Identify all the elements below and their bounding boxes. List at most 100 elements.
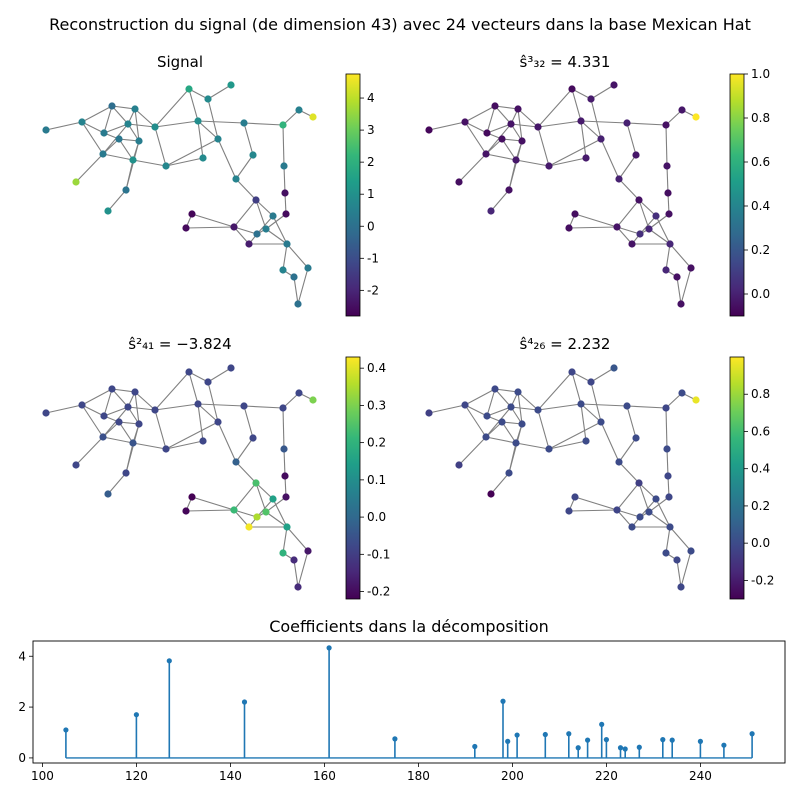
graph-edge bbox=[185, 509, 235, 512]
graph-node-n12 bbox=[279, 121, 287, 129]
graph-node-n41 bbox=[304, 264, 312, 272]
graph-node-n23 bbox=[249, 434, 257, 442]
graph-edge bbox=[111, 388, 129, 408]
graph-node-n14 bbox=[518, 137, 526, 145]
graph-edge bbox=[486, 123, 512, 134]
stem-marker bbox=[599, 721, 605, 727]
graph-edge bbox=[485, 138, 503, 155]
graph-panel-s26: ŝ⁴₂₆ = 2.232 -0.2 0.0 0.2 0.4 0.6 0.8 bbox=[425, 335, 774, 600]
graph-edge bbox=[45, 121, 83, 131]
stem-panel: Coefficients dans la décomposition 100 12… bbox=[18, 617, 786, 783]
colorbar-tick-label: 0.0 bbox=[751, 287, 770, 301]
stem-marker bbox=[514, 732, 520, 738]
graph-panel-signal: Signal -2 -1 0 1 2 3 4 bbox=[42, 53, 379, 317]
graph-edge bbox=[134, 108, 156, 128]
stem-marker bbox=[166, 658, 172, 664]
graph-edge bbox=[639, 498, 657, 518]
stem-marker bbox=[622, 746, 628, 752]
graph-node-n5 bbox=[507, 120, 515, 128]
graph-edge bbox=[501, 138, 517, 161]
graph-edge bbox=[75, 153, 104, 183]
graph-edge bbox=[81, 105, 113, 123]
graph-node-n7 bbox=[185, 368, 193, 376]
graph-edge bbox=[665, 392, 683, 409]
graph-edge bbox=[265, 228, 288, 245]
colorbar: -0.2 0.0 0.2 0.4 0.6 0.8 bbox=[729, 356, 774, 600]
graph-node-n40 bbox=[294, 300, 302, 308]
graph-node-n3 bbox=[514, 388, 522, 396]
colorbar: -2 -1 0 1 2 3 4 bbox=[345, 73, 379, 317]
graph-edge bbox=[165, 440, 204, 450]
colorbar: 0.0 0.2 0.4 0.6 0.8 1.0 bbox=[729, 67, 770, 317]
graph-node-n32 bbox=[613, 223, 621, 231]
graph-node-n17 bbox=[129, 156, 137, 164]
graph-edge bbox=[590, 381, 602, 423]
graph-node-n6 bbox=[151, 123, 159, 131]
graph-edge bbox=[45, 404, 83, 414]
graph-edge bbox=[638, 199, 657, 217]
stem-title: Coefficients dans la décomposition bbox=[269, 617, 549, 636]
graph-node-n32 bbox=[230, 506, 238, 514]
graph-node-n35 bbox=[645, 225, 653, 233]
graph-edge bbox=[111, 105, 136, 110]
graph-node-n36 bbox=[652, 212, 660, 220]
graph-node-n0 bbox=[425, 409, 433, 417]
graph-edge bbox=[517, 108, 539, 128]
graph-edge bbox=[265, 511, 288, 528]
graph-edge bbox=[282, 243, 288, 271]
graph-edge bbox=[282, 109, 300, 126]
graph-edge bbox=[537, 88, 573, 128]
graph-edge bbox=[464, 121, 487, 155]
graph-edge bbox=[485, 153, 517, 161]
colorbar-tick-label: 3 bbox=[367, 123, 375, 137]
graph-edge bbox=[103, 388, 113, 417]
graph-edge bbox=[548, 138, 602, 167]
graph-edge bbox=[464, 388, 496, 406]
graph-edge bbox=[574, 213, 618, 228]
graph-edge bbox=[107, 472, 127, 495]
graph-edge bbox=[618, 437, 637, 463]
stem-marker bbox=[669, 737, 675, 743]
graph-node-n27 bbox=[571, 493, 579, 501]
graph-node-n4 bbox=[100, 412, 108, 420]
graph-node-n42 bbox=[309, 396, 317, 404]
graph-edge bbox=[102, 436, 134, 444]
graph-edge bbox=[282, 392, 300, 409]
graph-edge bbox=[464, 121, 488, 134]
graph-node-n15 bbox=[115, 135, 123, 143]
graph-node-n38 bbox=[662, 549, 670, 557]
graph-node-n18 bbox=[72, 461, 80, 469]
graph-edge bbox=[297, 267, 309, 305]
stem-marker bbox=[585, 737, 591, 743]
graph-node-n13 bbox=[678, 106, 686, 114]
graph-node-n37 bbox=[283, 240, 291, 248]
graph-node-n25 bbox=[232, 175, 240, 183]
graph-node-n0 bbox=[42, 126, 50, 134]
graph-edge bbox=[132, 159, 167, 167]
graph-edge bbox=[618, 178, 640, 201]
graph-edge bbox=[680, 267, 692, 305]
graph-edge bbox=[243, 122, 254, 156]
graph-edge bbox=[508, 140, 523, 191]
graph-edge bbox=[243, 122, 284, 126]
graph-node-n41 bbox=[687, 264, 695, 272]
graph-edge bbox=[207, 98, 219, 140]
graph-node-n42 bbox=[309, 113, 317, 121]
graph-node-n2 bbox=[491, 102, 499, 110]
graph-edge bbox=[217, 138, 237, 180]
graph-edge bbox=[626, 405, 667, 409]
graph-node-n36 bbox=[269, 212, 277, 220]
graph-edge bbox=[600, 138, 620, 180]
graph-node-n0 bbox=[42, 409, 50, 417]
graph-node-n18 bbox=[455, 178, 463, 186]
graph-edge bbox=[154, 409, 167, 450]
graph-node-n28 bbox=[565, 507, 573, 515]
graph-node-n11 bbox=[240, 402, 248, 410]
colorbar-tick-label: 0.0 bbox=[751, 536, 770, 550]
graph-edge bbox=[185, 226, 235, 229]
graph-node-n15 bbox=[498, 418, 506, 426]
graph-node-n40 bbox=[677, 583, 685, 591]
graph-edge bbox=[132, 442, 167, 450]
graph-node-n30 bbox=[665, 210, 673, 218]
graph-node-n5 bbox=[124, 120, 132, 128]
